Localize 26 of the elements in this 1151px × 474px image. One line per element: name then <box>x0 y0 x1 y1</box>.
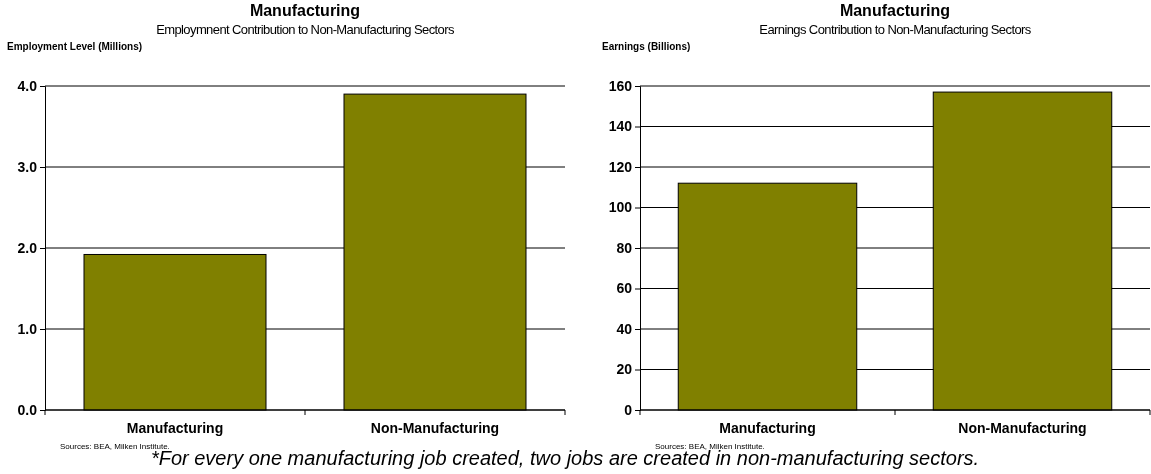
x-tick-label: Non-Manufacturing <box>370 420 500 436</box>
chart-title: Manufacturing <box>249 2 361 19</box>
y-tick-label: 0.0 <box>17 401 38 418</box>
y-tick-label: 160 <box>608 77 633 94</box>
y-tick-label: 60 <box>616 280 633 297</box>
y-tick-label: 100 <box>608 199 633 216</box>
y-tick-label: 140 <box>608 118 633 135</box>
x-tick-label: Non-Manufacturing <box>958 420 1087 436</box>
y-tick-label: 2.0 <box>17 239 38 256</box>
source-note: Sources: BEA, Milken Institute. <box>60 442 170 451</box>
chart-subtitle: Employmnent Contribution to Non-Manufacturing Sectors <box>156 22 455 37</box>
y-tick-label: 0 <box>624 401 633 418</box>
y-tick-label: 40 <box>616 320 633 337</box>
source-note: Sources: BEA, Milken Institute. <box>655 442 765 451</box>
y-tick-label: 20 <box>616 361 633 378</box>
x-tick-label: Manufacturing <box>719 420 816 436</box>
chart-title: Manufacturing <box>839 2 951 19</box>
y-tick-label: 120 <box>608 158 633 175</box>
x-tick-label: Manufacturing <box>126 420 224 436</box>
y-tick-label: 1.0 <box>17 320 38 337</box>
y-axis-title: Employment Level (Millions) <box>7 41 143 52</box>
y-tick-label: 80 <box>616 239 633 256</box>
chart-subtitle: Earnings Contribution to Non-Manufacturing Sectors <box>759 22 1032 37</box>
y-tick-label: 4.0 <box>17 77 38 94</box>
y-tick-label: 3.0 <box>17 158 38 175</box>
y-axis-title: Earnings (Billions) <box>602 41 691 52</box>
